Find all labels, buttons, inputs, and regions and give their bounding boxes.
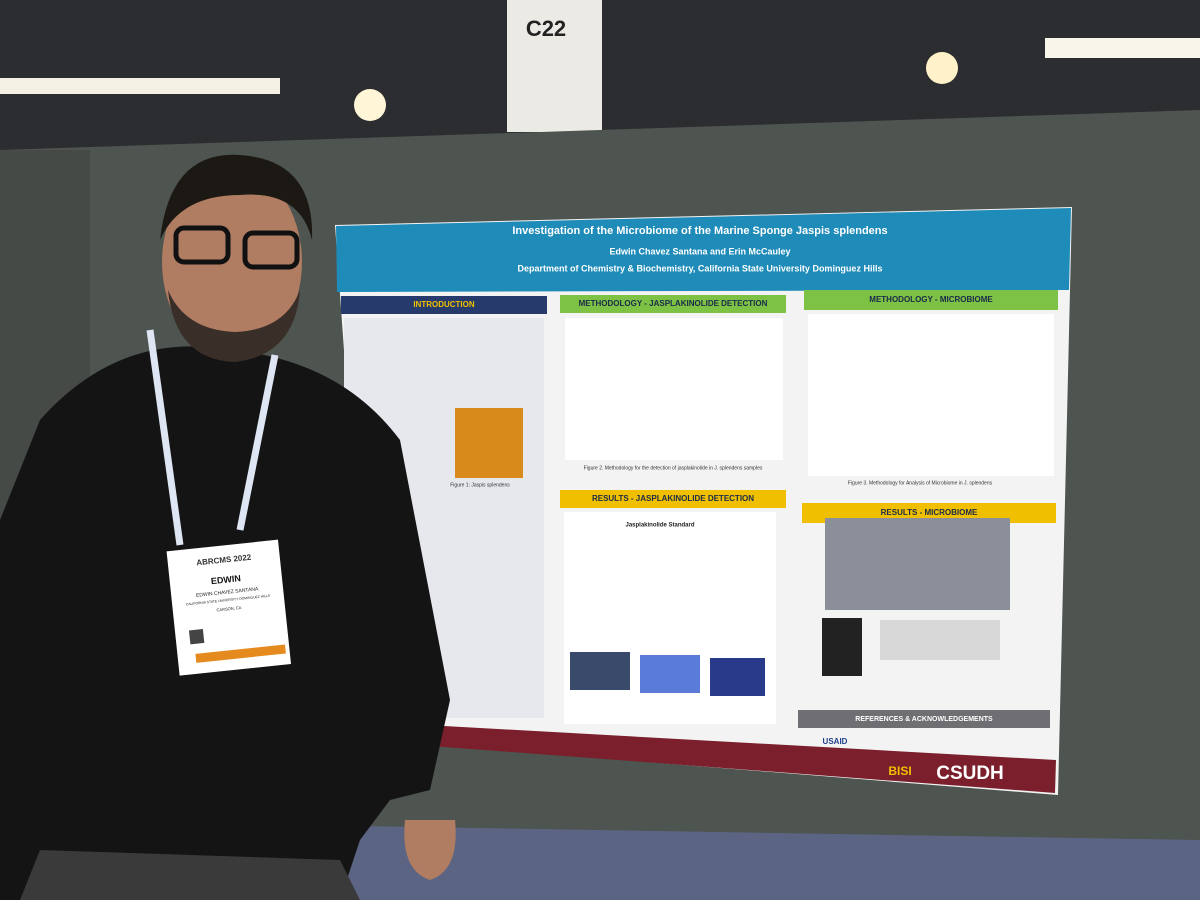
section-title: INTRODUCTION — [413, 300, 475, 309]
hair — [160, 154, 313, 240]
gel-image — [822, 618, 862, 676]
section-title: REFERENCES & ACKNOWLEDGEMENTS — [855, 716, 993, 723]
face — [162, 167, 302, 357]
poster-header — [336, 208, 1071, 292]
aisle-sign — [507, 0, 602, 132]
poster-footer — [372, 722, 1056, 793]
section-header — [560, 295, 786, 313]
section-header — [798, 710, 1050, 728]
badge-city: CARSON, CA — [216, 605, 242, 613]
logo: USAID — [823, 737, 848, 746]
name-badge: ABRCMS 2022 EDWIN EDWIN CHAVEZ SANTANA C… — [166, 539, 292, 676]
badge-ribbon — [195, 644, 286, 663]
beard — [168, 290, 300, 362]
glasses — [242, 230, 300, 270]
figure-caption: Figure 2. Methodology for the detection … — [584, 465, 763, 471]
gel-image — [880, 620, 1000, 660]
section-title: METHODOLOGY - JASPLAKINOLIDE DETECTION — [579, 299, 768, 308]
logo: BISI — [888, 764, 911, 778]
poster-authors: Edwin Chavez Santana and Erin McCauley — [609, 246, 790, 256]
lanyard — [146, 329, 279, 546]
logo: CSUDH — [936, 763, 1004, 784]
result-photo — [640, 655, 700, 693]
section-header — [804, 290, 1058, 310]
figure-panel — [565, 318, 783, 460]
qr-code — [188, 628, 205, 645]
badge-first-name: EDWIN — [210, 573, 241, 586]
sponge-photo — [455, 408, 523, 478]
section-header — [341, 296, 547, 314]
figure-caption: Figure 1: Jaspis splendens — [450, 482, 510, 488]
section-title: RESULTS - MICROBIOME — [881, 508, 978, 517]
glasses — [173, 225, 231, 265]
figure-label: Jasplakinolide Standard — [625, 523, 694, 529]
section-title: RESULTS - JASPLAKINOLIDE DETECTION — [592, 494, 754, 503]
hand — [404, 820, 456, 880]
figure-caption: Figure 3. Methodology for Analysis of Mi… — [848, 480, 993, 486]
trousers — [20, 850, 360, 900]
result-photo — [710, 658, 765, 696]
result-photo — [570, 652, 630, 690]
section-header — [560, 490, 786, 508]
poster-affiliation: Department of Chemistry & Biochemistry, … — [518, 263, 883, 273]
spotlight — [354, 89, 386, 121]
spotlight — [926, 52, 958, 84]
figure-panel — [808, 314, 1054, 476]
section-title: METHODOLOGY - MICROBIOME — [869, 295, 993, 304]
ceiling-light — [1045, 38, 1200, 58]
lab-photo — [825, 518, 1010, 610]
ceiling-light — [0, 78, 280, 94]
poster: Investigation of the Microbiome of the M… — [335, 207, 1072, 795]
aisle-label: C22 — [526, 16, 566, 41]
poster-title: Investigation of the Microbiome of the M… — [512, 225, 887, 237]
